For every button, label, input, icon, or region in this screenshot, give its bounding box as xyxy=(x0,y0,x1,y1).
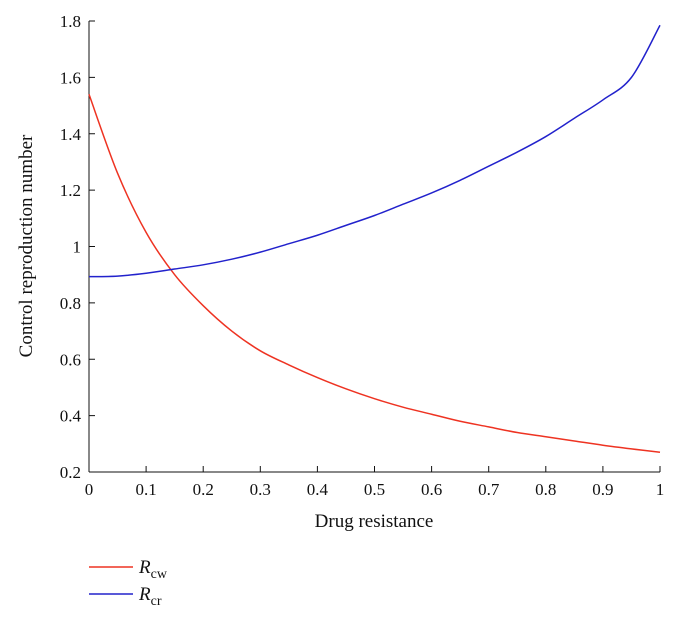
series-layer xyxy=(88,24,661,454)
y-tick-label: 0.6 xyxy=(60,350,81,369)
y-tick-label: 0.4 xyxy=(60,407,82,426)
series-line-rcr xyxy=(88,24,661,278)
legend-main-rcw: R xyxy=(138,557,151,578)
x-tick-label: 0.9 xyxy=(592,480,613,499)
y-axis-title: Control reproduction number xyxy=(16,134,37,357)
legend-item-rcr: Rcr xyxy=(89,584,162,609)
axis-frame xyxy=(88,21,660,473)
legend-label-rcr: Rcr xyxy=(138,584,162,609)
y-tick-label: 1.4 xyxy=(60,125,82,144)
x-tick-label: 0.6 xyxy=(421,480,442,499)
x-tick-label: 0.5 xyxy=(364,480,385,499)
x-tick-label: 0.4 xyxy=(307,480,329,499)
x-tick-label: 0.8 xyxy=(535,480,556,499)
legend: Rcw Rcr xyxy=(89,557,168,609)
x-tick-label: 0.7 xyxy=(478,480,500,499)
x-tick-label: 0.1 xyxy=(135,480,156,499)
legend-main-rcr: R xyxy=(138,584,151,605)
legend-sub-rcr: cr xyxy=(151,594,162,609)
y-tick-label: 1.6 xyxy=(60,68,81,87)
y-ticks: 0.2 0.4 0.6 0.8 1 1.2 1.4 1.6 1.8 xyxy=(60,12,95,482)
y-tick-label: 1 xyxy=(73,238,82,257)
y-tick-label: 1.8 xyxy=(60,12,81,31)
x-tick-label: 0.2 xyxy=(193,480,214,499)
x-ticks: 0 0.1 0.2 0.3 0.4 0.5 0.6 0.7 0.8 0.9 1 xyxy=(85,466,665,499)
x-tick-label: 0.3 xyxy=(250,480,271,499)
x-tick-label: 1 xyxy=(656,480,665,499)
legend-sub-rcw: cw xyxy=(151,567,168,582)
x-axis-title: Drug resistance xyxy=(315,511,434,532)
y-tick-label: 1.2 xyxy=(60,181,81,200)
series-line-rcw xyxy=(88,94,661,454)
y-tick-label: 0.8 xyxy=(60,294,81,313)
x-tick-label: 0 xyxy=(85,480,94,499)
legend-item-rcw: Rcw xyxy=(89,557,168,582)
legend-label-rcw: Rcw xyxy=(138,557,168,582)
y-tick-label: 0.2 xyxy=(60,463,81,482)
